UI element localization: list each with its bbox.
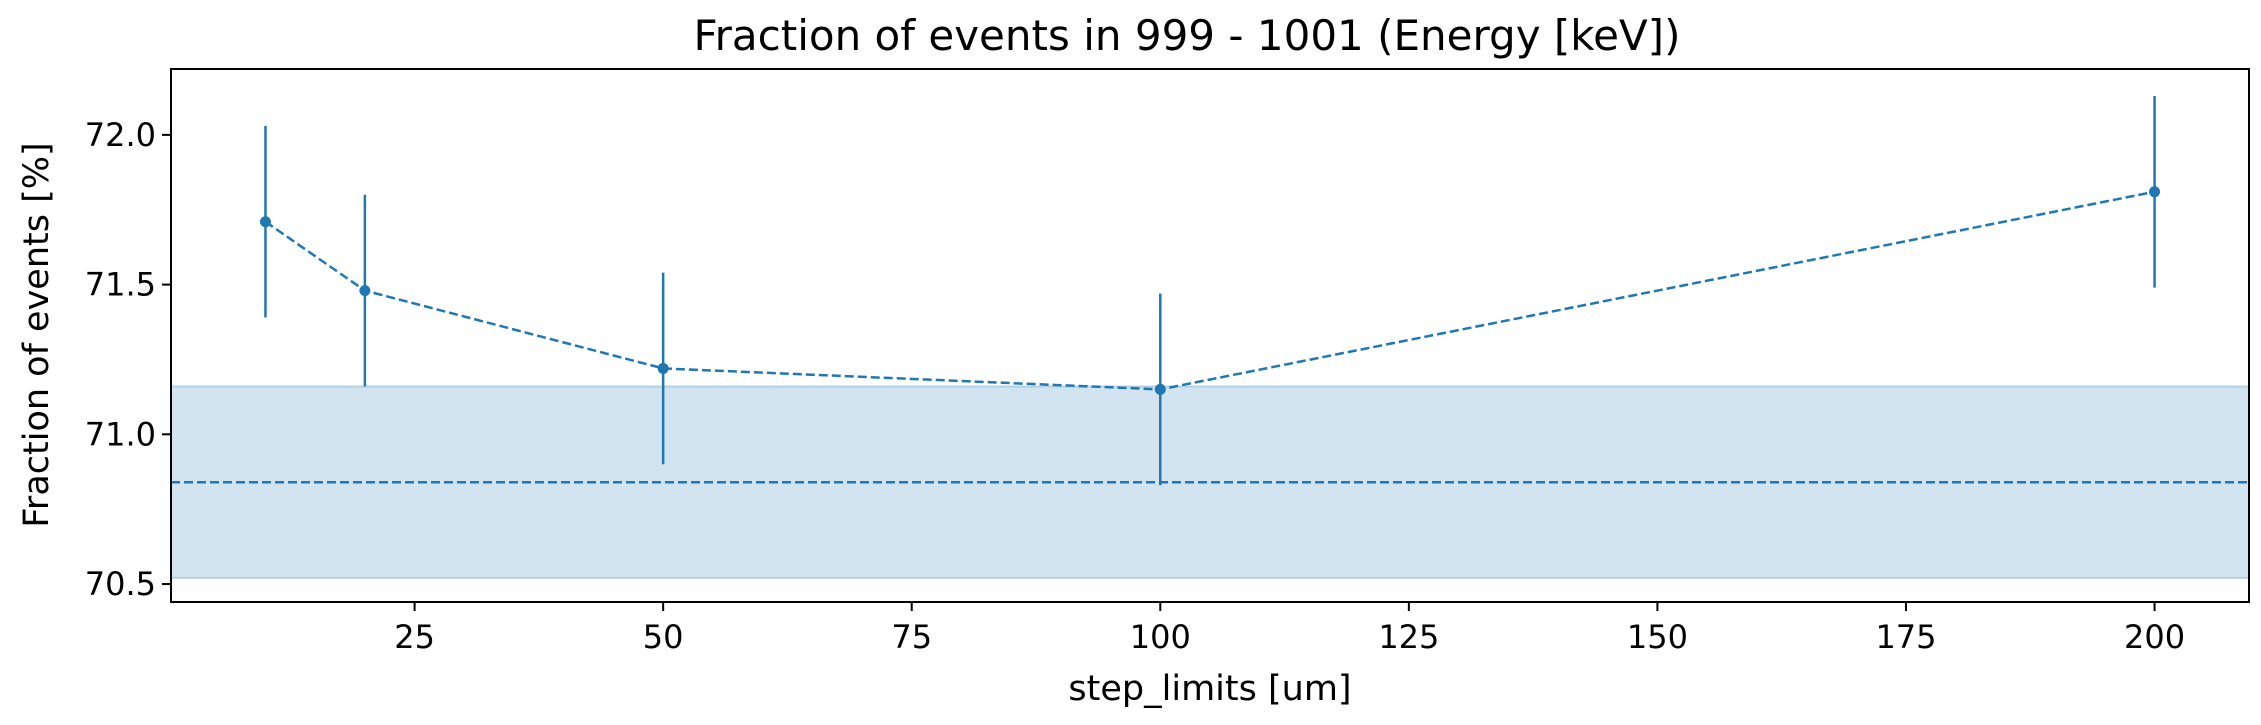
x-tick-label: 175 [1875,618,1936,656]
y-tick-label: 70.5 [85,565,156,603]
y-axis-label: Fraction of events [%] [17,142,57,527]
x-tick-label: 50 [643,618,684,656]
x-axis-label: step_limits [um] [1068,669,1351,709]
x-tick-label: 150 [1627,618,1688,656]
chart-title: Fraction of events in 999 - 1001 (Energy… [694,11,1681,60]
x-tick-label: 100 [1130,618,1191,656]
axes: 25 50 75 100 125 150 175 200 70.5 71.0 71.5 72.0 [85,116,2185,656]
plot-frame [170,68,2250,603]
data-point [657,362,669,374]
data-point [259,216,271,228]
y-tick-label: 71.5 [85,266,156,304]
x-tick-label: 200 [2124,618,2185,656]
reference-band [170,385,2250,580]
x-tick-label: 125 [1378,618,1439,656]
x-tick-label: 25 [394,618,435,656]
data-point [359,285,371,297]
y-tick-label: 72.0 [85,116,156,154]
data-point [2149,186,2161,198]
series-line [264,190,2155,391]
data-point [1154,383,1166,395]
plot-area [170,95,2250,580]
x-tick-label: 75 [891,618,932,656]
y-tick-label: 71.0 [85,415,156,453]
